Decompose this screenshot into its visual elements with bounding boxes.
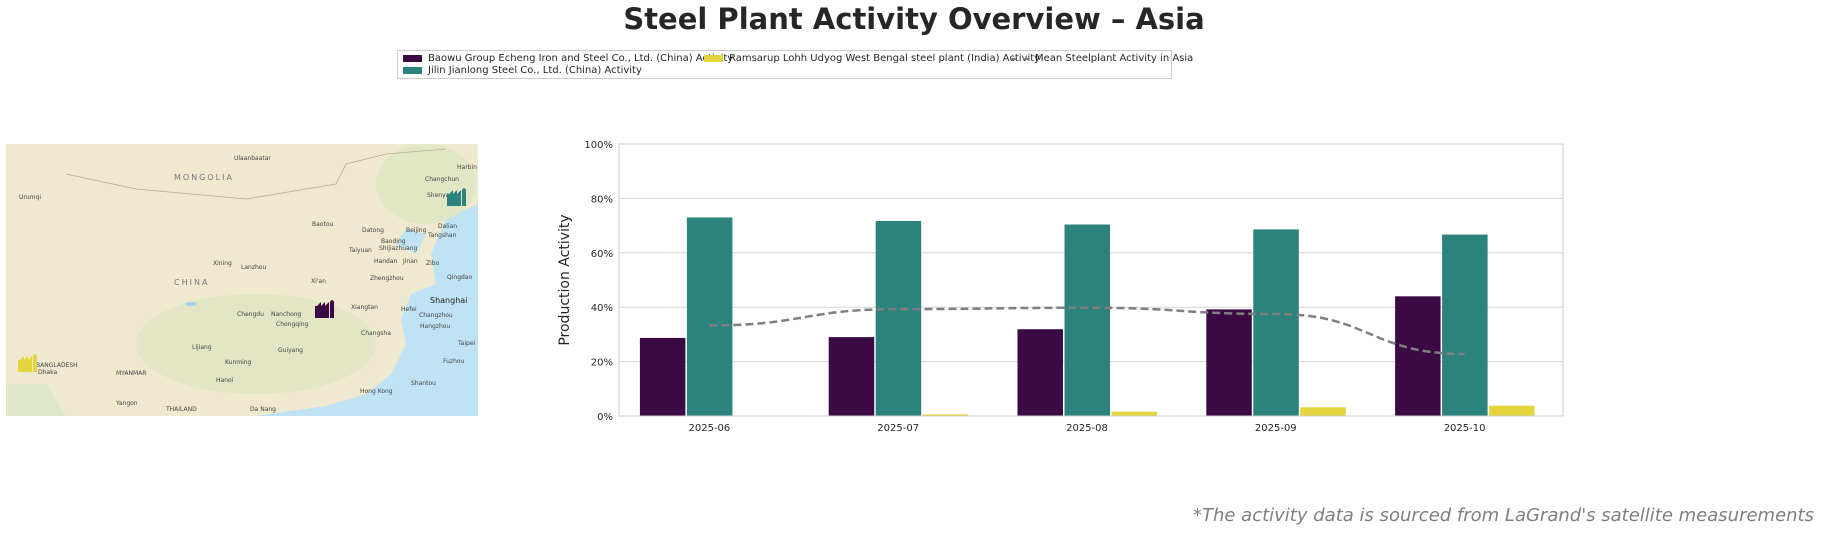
map-label: Baotou	[312, 221, 334, 228]
map-label: Taiyuan	[349, 247, 372, 254]
legend-swatch	[403, 67, 422, 74]
page-title: Steel Plant Activity Overview – Asia	[623, 2, 1205, 36]
map-terrain	[6, 144, 478, 416]
map-markers	[18, 188, 466, 372]
map-label-shanghai: Shanghai	[430, 296, 468, 305]
map-label: MYANMAR	[116, 370, 147, 377]
map-label: Shantou	[411, 380, 436, 387]
legend: Baowu Group Echeng Iron and Steel Co., L…	[397, 50, 1193, 79]
map-label: Shijiazhuang	[379, 245, 418, 252]
map-label: Chongqing	[276, 321, 309, 328]
legend-label: Baowu Group Echeng Iron and Steel Co., L…	[428, 53, 734, 64]
factory-icon-jilin	[447, 188, 466, 206]
map-label: BANGLADESH	[36, 362, 78, 369]
bar	[639, 337, 686, 416]
bar	[1395, 296, 1441, 416]
y-tick-label: 40%	[591, 303, 613, 314]
legend-item-mean: Mean Steelplant Activity in Asia	[1010, 53, 1193, 64]
map-label: Zibo	[426, 260, 440, 267]
legend-item-baowu: Baowu Group Echeng Iron and Steel Co., L…	[403, 53, 733, 64]
bar	[1489, 405, 1535, 416]
map-label: Changsha	[361, 330, 391, 337]
map-label: Dalian	[438, 223, 458, 230]
source-note: *The activity data is sourced from LaGra…	[1192, 505, 1814, 526]
x-tick-label: 2025-06	[689, 423, 731, 434]
map-label: Lanzhou	[241, 264, 267, 271]
map-label: Harbin	[457, 164, 477, 171]
map-label: Chengdu	[237, 311, 264, 318]
y-tick-label: 0%	[597, 412, 613, 423]
map-label: Baoding	[381, 238, 406, 245]
mean-activity-line	[709, 306, 1465, 356]
x-tick-label: 2025-08	[1066, 423, 1108, 434]
y-tick-label: 60%	[591, 249, 613, 260]
map-label: Xining	[213, 260, 232, 267]
bar	[922, 414, 969, 416]
map-label: Zhengzhou	[370, 275, 404, 282]
map-label: Handan	[374, 258, 398, 265]
bar	[1064, 224, 1110, 416]
factory-icon-ramsarup	[18, 354, 37, 372]
legend-item-jilin: Jilin Jianlong Steel Co., Ltd. (China) A…	[403, 65, 642, 76]
bar	[1111, 411, 1157, 416]
map-label: Hong Kong	[360, 388, 393, 395]
map-label: Qingdao	[447, 274, 473, 281]
map[interactable]: MONGOLIA CHINA Ulaanbaatar Urumqi Baotou…	[6, 144, 478, 416]
map-label: Lijiang	[192, 344, 212, 351]
map-label: Yangon	[116, 400, 138, 407]
map-label: Xi'an	[311, 278, 326, 285]
map-label: Hanoi	[216, 377, 234, 384]
map-label: Changchun	[425, 176, 459, 183]
map-label: Jinan	[403, 258, 418, 265]
map-label: Da Nang	[250, 406, 276, 413]
bar	[828, 337, 875, 416]
map-label: Hefei	[401, 306, 417, 313]
legend-swatch	[704, 55, 723, 62]
map-label: Tangshan	[428, 232, 457, 239]
map-label: Fuzhou	[443, 358, 465, 365]
x-tick-label: 2025-07	[877, 423, 919, 434]
legend-dash	[1010, 57, 1029, 60]
map-label: Taipei	[458, 340, 476, 347]
map-label: Kunming	[225, 359, 252, 366]
map-label: Hangzhou	[420, 323, 451, 330]
legend-swatch	[403, 55, 422, 62]
map-label: Changzhou	[419, 312, 453, 319]
bar	[875, 220, 922, 416]
map-label: MONGOLIA	[174, 173, 234, 182]
map-label: CHINA	[174, 278, 210, 287]
bar	[1253, 229, 1299, 416]
y-tick-label: 20%	[591, 358, 613, 369]
legend-label: Ramsarup Lohh Udyog West Bengal steel pl…	[729, 53, 1041, 64]
map-label: Urumqi	[19, 194, 41, 201]
bar	[1206, 309, 1252, 416]
map-label: Nanchong	[271, 311, 302, 318]
y-tick-label: 100%	[584, 140, 613, 151]
map-label: Guiyang	[278, 347, 303, 354]
legend-item-ramsarup: Ramsarup Lohh Udyog West Bengal steel pl…	[704, 53, 1040, 64]
plot-frame	[618, 143, 1564, 417]
map-label: Xiangtan	[351, 304, 378, 311]
x-tick-label: 2025-10	[1444, 423, 1486, 434]
x-tick-label: 2025-09	[1255, 423, 1297, 434]
bar	[686, 217, 733, 416]
y-axis-label: Production Activity	[557, 214, 573, 346]
y-tick-label: 80%	[591, 194, 613, 205]
bar	[1017, 329, 1063, 416]
map-label: THAILAND	[166, 406, 197, 413]
bar	[1300, 407, 1346, 416]
bar	[1442, 234, 1488, 416]
map-label: Ulaanbaatar	[234, 155, 271, 162]
map-label: Dhaka	[38, 369, 58, 376]
factory-icon-baowu	[315, 300, 334, 318]
map-label: Beijing	[406, 227, 427, 234]
map-label: Datong	[362, 227, 384, 234]
legend-label: Mean Steelplant Activity in Asia	[1035, 53, 1194, 64]
map-label: Shenyang	[427, 192, 457, 199]
legend-label: Jilin Jianlong Steel Co., Ltd. (China) A…	[428, 65, 642, 76]
